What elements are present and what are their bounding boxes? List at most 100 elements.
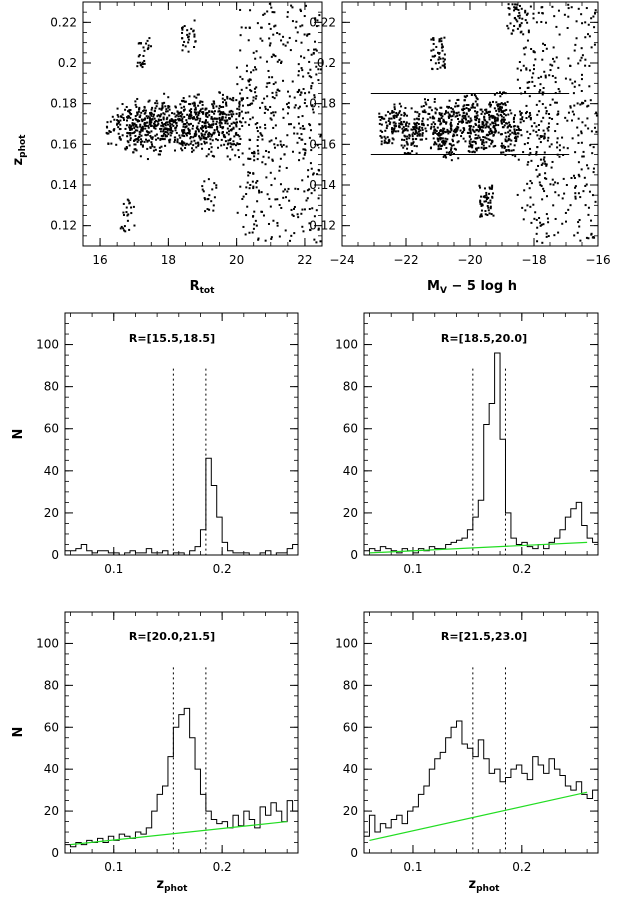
scatter-point xyxy=(398,118,401,121)
scatter-point xyxy=(525,68,528,71)
scatter-point xyxy=(160,127,163,130)
scatter-point xyxy=(393,128,396,131)
scatter-point xyxy=(212,107,215,110)
scatter-point xyxy=(271,91,274,94)
scatter-point xyxy=(240,121,243,124)
scatter-point xyxy=(457,98,460,101)
scatter-point xyxy=(514,6,517,9)
scatter-point xyxy=(555,56,558,59)
scatter-point xyxy=(294,187,297,190)
scatter-point xyxy=(256,179,259,182)
scatter-point xyxy=(456,127,459,130)
scatter-point xyxy=(421,123,424,126)
scatter-point xyxy=(539,184,542,186)
scatter-point xyxy=(265,149,268,152)
scatter-point xyxy=(488,192,491,195)
scatter-point xyxy=(433,141,436,144)
scatter-point xyxy=(595,111,598,114)
scatter-point xyxy=(432,38,435,41)
scatter-point xyxy=(491,184,494,187)
scatter-point xyxy=(272,83,275,86)
scatter-point xyxy=(270,118,273,121)
scatter-point xyxy=(150,118,153,121)
scatter-point xyxy=(556,122,559,125)
scatter-point xyxy=(387,141,390,144)
scatter-point xyxy=(268,76,271,79)
scatter-point xyxy=(273,146,276,149)
scatter-point xyxy=(524,46,527,49)
scatter-point xyxy=(143,49,146,52)
scatter-point xyxy=(119,119,122,122)
scatter-point xyxy=(241,152,244,155)
scatter-point xyxy=(319,240,322,243)
scatter-point xyxy=(585,7,588,10)
scatter-point xyxy=(134,125,137,128)
scatter-point xyxy=(540,135,543,138)
scatter-point xyxy=(314,48,317,51)
scatter-point xyxy=(250,71,253,74)
scatter-point xyxy=(488,131,491,134)
scatter-point xyxy=(574,197,577,200)
scatter-point xyxy=(270,237,273,240)
histogram-bin xyxy=(582,526,587,555)
scatter-point xyxy=(592,146,595,149)
scatter-point xyxy=(518,11,521,14)
scatter-point xyxy=(383,141,386,144)
scatter-point xyxy=(164,105,167,108)
scatter-point xyxy=(245,86,248,89)
scatter-point xyxy=(286,15,289,18)
scatter-point xyxy=(248,83,251,86)
scatter-point xyxy=(482,148,485,151)
scatter-point xyxy=(291,213,294,216)
histogram-bin xyxy=(271,803,276,853)
scatter-point xyxy=(133,131,136,134)
scatter-point xyxy=(545,21,548,24)
scatter-point xyxy=(425,103,428,106)
x-tick-label: 20 xyxy=(229,253,244,267)
scatter-point xyxy=(146,117,149,120)
scatter-point xyxy=(587,206,590,209)
scatter-point xyxy=(434,54,437,57)
scatter-point xyxy=(185,134,188,137)
scatter-point xyxy=(456,125,459,128)
scatter-point xyxy=(257,135,260,138)
histogram-bin xyxy=(70,847,75,853)
scatter-point xyxy=(138,120,141,123)
scatter-point xyxy=(548,113,551,116)
scatter-point xyxy=(543,137,546,140)
scatter-point xyxy=(221,118,224,121)
scatter-point xyxy=(499,113,502,116)
scatter-point xyxy=(168,105,171,108)
scatter-point xyxy=(238,105,241,108)
scatter-point xyxy=(204,131,207,134)
scatter-point xyxy=(384,114,387,117)
scatter-point xyxy=(138,130,141,133)
y-tick-label: 0.22 xyxy=(309,15,336,29)
scatter-point xyxy=(252,69,255,72)
scatter-point xyxy=(230,113,233,116)
scatter-point xyxy=(542,87,545,90)
scatter-point xyxy=(301,115,304,118)
scatter-point xyxy=(298,159,301,162)
scatter-point xyxy=(280,206,283,209)
scatter-point xyxy=(240,97,243,100)
scatter-point xyxy=(443,66,446,69)
histogram-bin xyxy=(429,547,434,555)
scatter-point xyxy=(405,140,408,143)
scatter-point xyxy=(586,105,589,108)
scatter-point xyxy=(522,64,525,67)
scatter-point xyxy=(191,150,194,153)
histogram-bin xyxy=(173,553,178,555)
scatter-point xyxy=(217,110,220,113)
scatter-point xyxy=(489,201,492,204)
scatter-point xyxy=(308,91,311,94)
scatter-point xyxy=(128,124,131,127)
y-tick-label: 0 xyxy=(51,548,59,562)
scatter-point xyxy=(518,110,521,113)
scatter-point xyxy=(533,122,536,125)
scatter-point xyxy=(241,97,244,100)
scatter-point xyxy=(193,139,196,142)
scatter-point xyxy=(584,99,587,102)
scatter-point xyxy=(520,30,523,33)
scatter-point xyxy=(479,138,482,141)
